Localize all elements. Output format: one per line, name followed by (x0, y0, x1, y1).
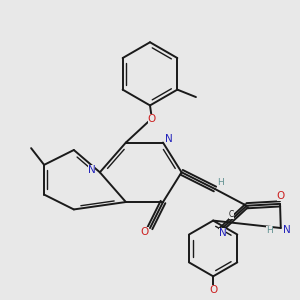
Text: N: N (219, 228, 226, 238)
Text: C: C (229, 210, 234, 219)
Text: N: N (165, 134, 172, 144)
Text: N: N (283, 225, 290, 235)
Text: O: O (209, 285, 217, 296)
Text: N: N (88, 165, 95, 175)
Text: O: O (277, 191, 285, 201)
Text: H: H (217, 178, 224, 187)
Text: H: H (266, 226, 273, 236)
Text: O: O (140, 227, 148, 237)
Text: O: O (148, 114, 156, 124)
